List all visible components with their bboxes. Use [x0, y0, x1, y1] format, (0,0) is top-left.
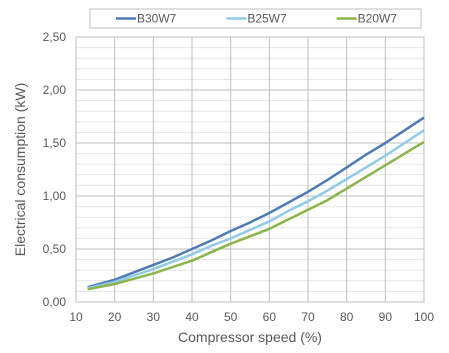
legend: B30W7 B25W7 B20W7	[89, 8, 422, 29]
x-tick-label: 50	[224, 310, 238, 324]
legend-box	[89, 8, 422, 29]
x-tick-label: 80	[340, 310, 354, 324]
x-tick-label: 30	[147, 310, 161, 324]
y-tick-label: 2,50	[43, 30, 67, 44]
x-tick-label: 70	[301, 310, 315, 324]
series-lines	[87, 116, 425, 291]
legend-label-b30w7: B30W7	[137, 12, 177, 26]
x-tick-label: 40	[185, 310, 199, 324]
series-line-b25w7	[87, 129, 425, 290]
y-tick-label: 0,50	[43, 242, 67, 256]
series-line-b20w7	[87, 140, 425, 291]
y-axis-label: Electrical consumption (kW)	[12, 83, 28, 257]
y-tick-label: 1,50	[43, 136, 67, 150]
legend-label-b25w7: B25W7	[247, 12, 287, 26]
x-axis-ticks: 10 20 30 40 50 60 70 80 90 100	[69, 310, 434, 324]
y-tick-label: 0,00	[43, 295, 67, 309]
x-tick-label: 100	[414, 310, 434, 324]
plot-area-frame	[75, 36, 425, 303]
y-axis-ticks: 0,00 0,50 1,00 1,50 2,00 2,50	[43, 30, 67, 309]
x-tick-label: 10	[69, 310, 83, 324]
x-axis-label: Compressor speed (%)	[178, 329, 322, 345]
x-tick-label: 90	[379, 310, 393, 324]
grid	[75, 36, 425, 303]
legend-label-b20w7: B20W7	[358, 12, 398, 26]
series-line-b30w7	[87, 116, 425, 289]
x-tick-label: 20	[108, 310, 122, 324]
x-tick-label: 60	[263, 310, 277, 324]
y-tick-label: 1,00	[43, 189, 67, 203]
y-tick-label: 2,00	[43, 83, 67, 97]
